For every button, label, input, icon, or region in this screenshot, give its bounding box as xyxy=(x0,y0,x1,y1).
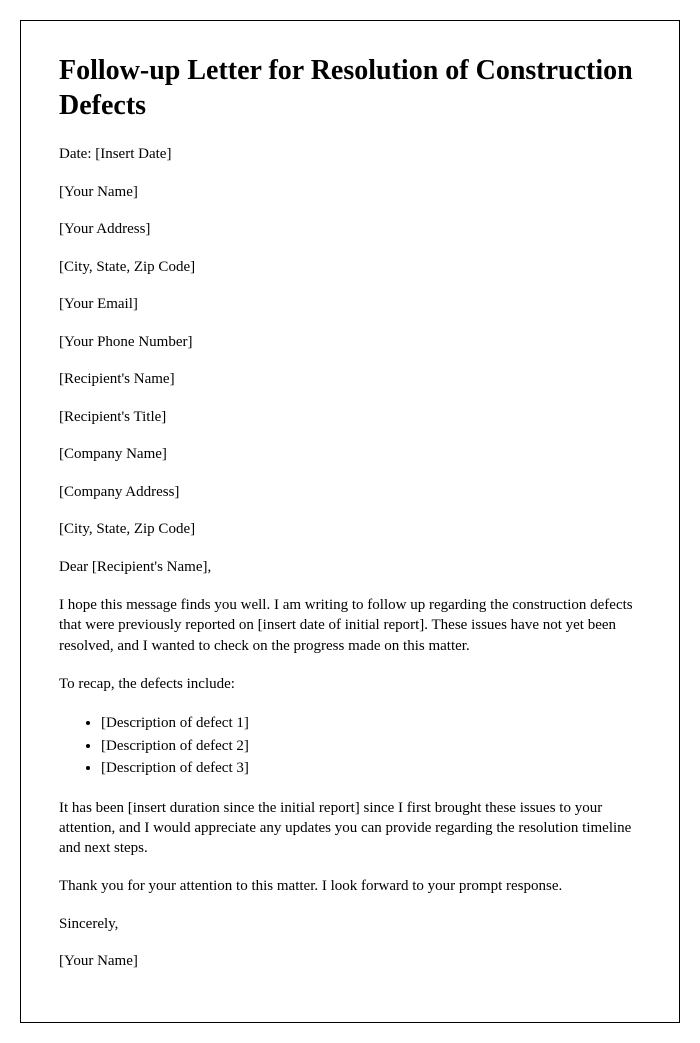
followup-paragraph: It has been [insert duration since the i… xyxy=(59,798,641,859)
letter-page: Follow-up Letter for Resolution of Const… xyxy=(20,20,680,1023)
closing: Sincerely, xyxy=(59,915,641,935)
defects-list: [Description of defect 1] [Description o… xyxy=(101,712,641,780)
thanks-paragraph: Thank you for your attention to this mat… xyxy=(59,876,641,896)
company-name: [Company Name] xyxy=(59,445,641,465)
defect-item: [Description of defect 3] xyxy=(101,757,641,780)
sender-phone: [Your Phone Number] xyxy=(59,333,641,353)
recipient-title: [Recipient's Title] xyxy=(59,408,641,428)
intro-paragraph: I hope this message finds you well. I am… xyxy=(59,595,641,656)
sender-email: [Your Email] xyxy=(59,295,641,315)
defect-item: [Description of defect 1] xyxy=(101,712,641,735)
signature-name: [Your Name] xyxy=(59,952,641,972)
defect-item: [Description of defect 2] xyxy=(101,735,641,758)
company-city: [City, State, Zip Code] xyxy=(59,520,641,540)
sender-name: [Your Name] xyxy=(59,183,641,203)
recap-intro: To recap, the defects include: xyxy=(59,674,641,694)
salutation: Dear [Recipient's Name], xyxy=(59,558,641,578)
sender-city: [City, State, Zip Code] xyxy=(59,258,641,278)
sender-address: [Your Address] xyxy=(59,220,641,240)
company-address: [Company Address] xyxy=(59,483,641,503)
recipient-name: [Recipient's Name] xyxy=(59,370,641,390)
page-title: Follow-up Letter for Resolution of Const… xyxy=(59,53,641,123)
date-line: Date: [Insert Date] xyxy=(59,145,641,165)
